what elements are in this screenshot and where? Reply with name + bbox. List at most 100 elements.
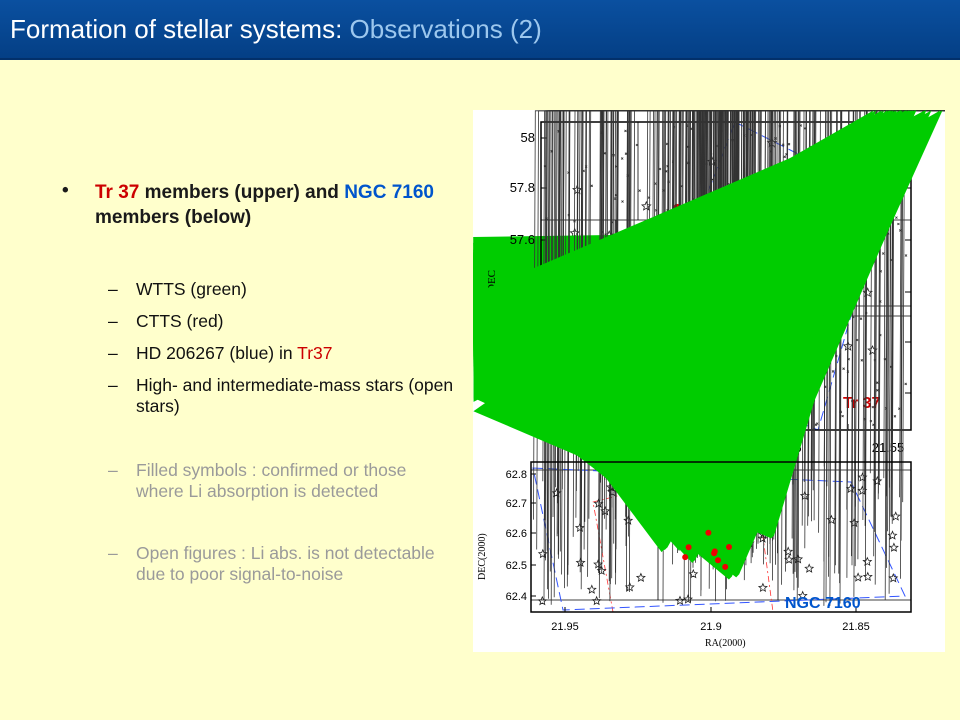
bullet-dot: • [62,180,69,201]
field-star-mark [665,142,669,146]
field-star-mark [550,150,554,153]
field-star-mark [666,164,669,168]
massive-star-mark [757,533,768,543]
massive-star-mark [683,594,693,604]
ngc7160-ylabel: DEC(2000) [477,533,488,580]
title-bar: Formation of stellar systems: Observatio… [0,0,960,60]
field-star-mark [689,127,693,131]
field-star-mark [899,229,902,232]
massive-star-mark [872,475,883,486]
massive-star-mark [593,498,604,508]
massive-star-mark [624,582,635,592]
ngc7160-marks [473,110,945,613]
field-star-mark [658,167,662,171]
field-star-mark [638,189,642,192]
field-star-mark [842,367,845,371]
field-star-mark [871,405,875,409]
field-star-mark [647,196,651,199]
ngc7160-xlabel: RA(2000) [705,638,746,649]
massive-star-mark [793,553,804,564]
bullet-text-a: members (upper) and [139,182,345,203]
field-star-mark [783,155,787,159]
field-star-mark [831,370,835,373]
massive-star-mark [572,184,583,195]
bullet-text-b: members (below) [95,207,252,228]
ctts-mark [726,544,732,550]
wtts-mark [473,110,917,554]
ngc7160-ytick-label: 62.4 [506,591,527,603]
massive-star-mark [757,582,768,593]
massive-star-mark [586,584,597,594]
massive-star-mark [888,572,899,583]
field-star-mark [893,415,897,418]
field-star-mark [624,152,628,156]
bullet-tr37: Tr 37 [95,182,140,203]
bullet-text: Tr 37 members (upper) and NGC 7160 membe… [95,180,455,230]
massive-star-mark [600,505,611,516]
field-star-mark [624,129,627,133]
field-star-mark [876,381,879,385]
massive-star-mark [783,546,794,556]
massive-star-mark [675,595,685,605]
item-text: WTTS (green) [136,279,247,299]
massive-star-mark [887,530,898,540]
massive-star-mark [845,483,856,494]
field-star-mark [823,385,827,389]
field-star-mark [897,222,900,226]
massive-star-mark [862,556,873,567]
ngc7160-ytick-label: 62.7 [506,498,527,510]
field-star-mark [904,382,908,386]
field-star-mark [881,252,885,255]
massive-star-mark [857,485,868,495]
field-star-mark [621,200,624,203]
massive-star-mark [623,515,634,525]
ctts-mark [711,548,718,555]
massive-star-mark [593,559,604,569]
field-star-mark [895,216,898,219]
ngc7160-frame [530,461,912,613]
item-text: Open figures : Li abs. is not detectable… [136,543,435,584]
tr37-ytick-label: 57.6 [510,232,535,247]
massive-star-mark [888,542,899,552]
item-text: Filled symbols : confirmed or those wher… [136,460,407,501]
ngc7160-xtick-label: 21.95 [551,621,579,633]
massive-star-mark [591,595,602,606]
field-star-mark [815,422,819,425]
ngc7160-ticks: 62.8 62.7 62.6 62.5 62.4 21.95 21.9 21.85 [506,469,870,633]
ngc7160-ytick-label: 62.8 [506,469,527,481]
item-text: High- and intermediate-mass stars (open … [136,375,454,416]
field-star-mark [781,143,785,147]
item-text-a: HD 206267 (blue) in [136,343,298,363]
title-main: Formation of stellar systems: [10,14,343,44]
field-star-mark [620,157,624,160]
tr37-ytick-label: 57.8 [510,180,535,195]
title-sub: Observations (2) [349,14,542,44]
field-star-mark [872,423,875,427]
tr37-ytick-label: 58 [521,130,535,145]
ngc7160-plot: 62.8 62.7 62.6 62.5 62.4 21.95 21.9 21.85 DEC(2… [473,110,945,652]
field-star-mark [584,165,588,168]
massive-star-mark [890,511,901,521]
field-star-mark [787,142,791,146]
field-star-mark [904,254,908,257]
field-star-mark [898,407,901,411]
massive-star-mark [799,490,810,501]
ngc7160-xtick-label: 21.9 [700,621,721,633]
item-dash: – [108,460,118,480]
ngc7160-ytick-label: 62.5 [506,560,527,572]
massive-star-mark [575,557,586,567]
item-text: CTTS (red) [136,311,224,331]
item-dash: – [108,343,118,363]
field-star-mark [841,414,844,418]
item-dash: – [108,279,118,299]
ctts-mark [722,563,729,570]
massive-star-mark [849,517,860,528]
field-star-mark [876,389,879,392]
field-star-mark [859,317,863,321]
massive-star-mark [596,565,607,576]
ctts-mark [705,529,712,536]
massive-star-mark [574,522,585,533]
field-outline-red [592,461,774,613]
item-text-tr37: Tr37 [297,343,333,363]
ngc7160-label: NGC 7160 [785,595,861,612]
